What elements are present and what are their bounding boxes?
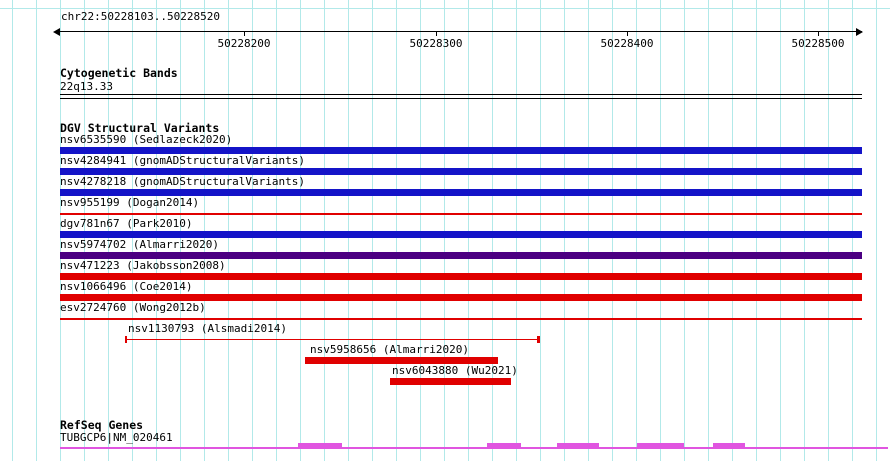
ruler-tick-label: 50228400 xyxy=(600,37,654,50)
ruler-left-arrow-icon xyxy=(53,28,60,36)
ruler-tick-mark xyxy=(244,32,245,36)
variant-feature[interactable] xyxy=(305,357,498,364)
gene-line[interactable] xyxy=(60,447,888,449)
variant-feature[interactable] xyxy=(60,318,862,320)
variant-label: nsv4278218 (gnomADStructuralVariants) xyxy=(60,175,306,188)
gene-exon[interactable] xyxy=(557,443,599,449)
ruler-tick-mark xyxy=(818,32,819,36)
ruler-right-arrow-icon xyxy=(856,28,863,36)
variant-feature[interactable] xyxy=(60,273,862,280)
gene-exon[interactable] xyxy=(487,443,521,449)
variant-range-line xyxy=(127,339,537,340)
variant-feature[interactable] xyxy=(60,189,862,196)
cytogenetic-band-label: 22q13.33 xyxy=(60,80,113,93)
cytogenetic-band-track[interactable] xyxy=(60,94,862,99)
variant-feature[interactable] xyxy=(60,252,862,259)
variant-label: nsv1066496 (Coe2014) xyxy=(60,280,193,293)
cytogenetic-bands-title: Cytogenetic Bands xyxy=(60,66,178,80)
gene-label: TUBGCP6|NM_020461 xyxy=(60,431,173,444)
variant-feature[interactable] xyxy=(60,294,862,301)
variant-label: nsv1130793 (Alsmadi2014) xyxy=(128,322,287,335)
refseq-genes-title: RefSeq Genes xyxy=(60,418,144,432)
ruler-tick-label: 50228200 xyxy=(217,37,271,50)
ruler-tick-label: 50228300 xyxy=(409,37,463,50)
ruler-tick-mark xyxy=(627,32,628,36)
region-position-label: chr22:50228103..50228520 xyxy=(61,10,220,23)
gene-exon[interactable] xyxy=(298,443,342,449)
variant-label: nsv471223 (Jakobsson2008) xyxy=(60,259,226,272)
variant-label: nsv6043880 (Wu2021) xyxy=(392,364,518,377)
dgv-structural-variants-title: DGV Structural Variants xyxy=(60,121,220,135)
variant-label: nsv955199 (Dogan2014) xyxy=(60,196,200,209)
top-border-line xyxy=(0,8,890,9)
variant-label: dgv781n67 (Park2010) xyxy=(60,217,193,230)
variant-feature[interactable] xyxy=(60,213,862,215)
variant-feature[interactable] xyxy=(60,231,862,238)
variant-label: esv2724760 (Wong2012b) xyxy=(60,301,206,314)
variant-label: nsv6535590 (Sedlazeck2020) xyxy=(60,133,233,146)
variant-feature[interactable] xyxy=(390,378,511,385)
ruler-tick-label: 50228500 xyxy=(791,37,845,50)
ruler-line xyxy=(60,31,862,32)
variant-label: nsv5958656 (Almarri2020) xyxy=(310,343,469,356)
variant-label: nsv5974702 (Almarri2020) xyxy=(60,238,219,251)
ruler-tick-mark xyxy=(436,32,437,36)
variant-feature[interactable] xyxy=(125,336,540,343)
variant-feature[interactable] xyxy=(60,147,862,154)
gene-exon[interactable] xyxy=(713,443,745,449)
gene-exon[interactable] xyxy=(637,443,684,449)
variant-label: nsv4284941 (gnomADStructuralVariants) xyxy=(60,154,306,167)
variant-feature[interactable] xyxy=(60,168,862,175)
